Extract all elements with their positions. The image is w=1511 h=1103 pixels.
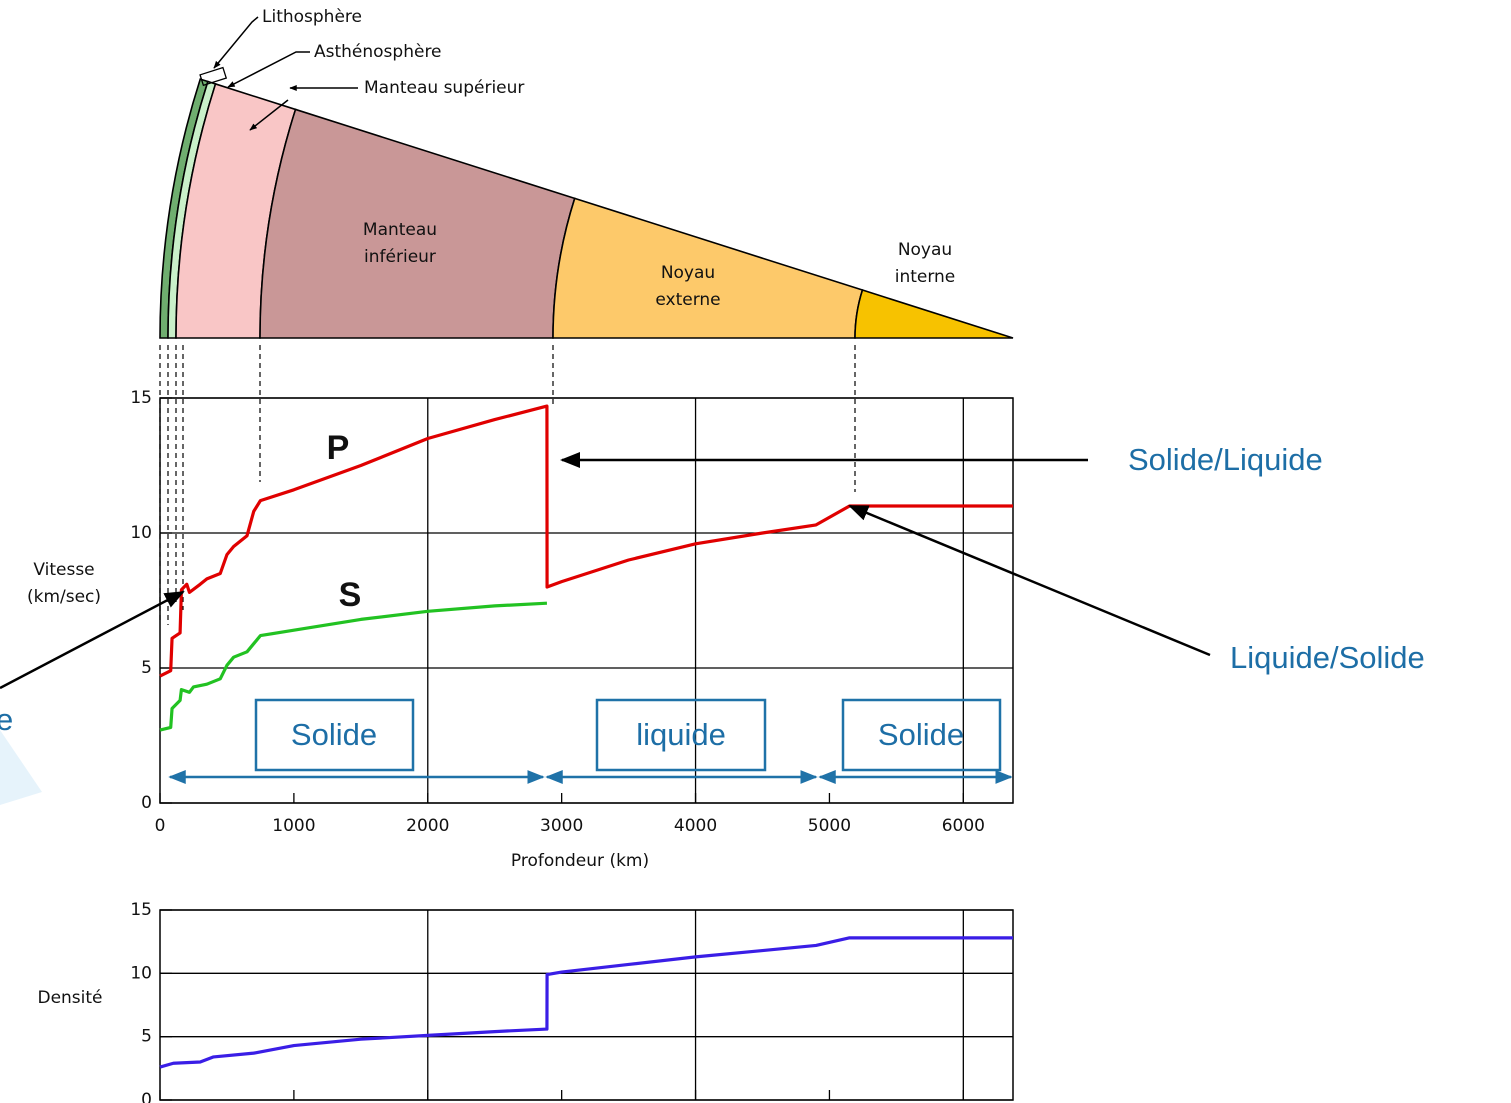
y-tick-label: 0 (141, 1090, 152, 1103)
earth-wedge: Lithosphère Asthénosphère Manteau supérieu… (160, 7, 1013, 338)
x-tick-label: 4000 (674, 816, 717, 836)
layer-label: Manteau (363, 220, 437, 240)
y-axis-label: Vitesse (33, 560, 94, 580)
y-tick-label: 10 (130, 963, 152, 983)
leader-line (214, 17, 258, 68)
y-tick-label: 5 (141, 658, 152, 678)
x-tick-label: 1000 (272, 816, 315, 836)
x-tick-label: 3000 (540, 816, 583, 836)
y-tick-label: 15 (130, 900, 152, 920)
x-tick-label: 0 (155, 816, 166, 836)
decoration (0, 730, 42, 805)
chart: 0 5 10 15 Densité (37, 900, 1013, 1103)
y-tick-label: 0 (141, 793, 152, 813)
pointer-arrow (850, 506, 1210, 655)
figure: Lithosphère Asthénosphère Manteau supérieu… (0, 0, 1511, 1103)
annotation: Solide (291, 717, 377, 752)
annotation: Liquide/Solide (1230, 640, 1425, 675)
data-line (160, 406, 1013, 676)
data-line (160, 938, 1013, 1067)
annotation: e (0, 702, 13, 737)
layer-label: Noyau (661, 263, 715, 283)
series-label: S (339, 576, 362, 614)
layer-label: Lithosphère (262, 7, 362, 27)
y-tick-label: 10 (130, 523, 152, 543)
chart: 0 5 10 15 0 1000 2000 3000 4000 5000 6000 Profondeu… (0, 388, 1425, 871)
body: Lithosphère Asthénosphère Manteau supérieu… (0, 0, 1511, 1103)
annotation: liquide (636, 717, 726, 752)
layer-label: Manteau supérieur (364, 78, 524, 98)
leader-line (228, 52, 310, 87)
annotation: Solide (878, 717, 964, 752)
x-tick-label: 2000 (406, 816, 449, 836)
y-tick-label: 5 (141, 1027, 152, 1047)
layer-label: Asthénosphère (314, 42, 442, 62)
x-tick-label: 6000 (942, 816, 985, 836)
earth-layer (855, 290, 1013, 338)
series-label: P (327, 429, 350, 467)
overlay (160, 345, 855, 625)
y-tick-label: 15 (130, 388, 152, 408)
data-line (160, 603, 547, 730)
layer-label: interne (895, 267, 956, 287)
page: Structure interne de la Terre {"diagram"… (0, 0, 1511, 1103)
layer-label: inférieur (364, 247, 436, 267)
y-axis-label: (km/sec) (27, 587, 101, 607)
x-axis-label: Profondeur (km) (511, 851, 649, 871)
layer-label: Noyau (898, 240, 952, 260)
layer-label: externe (655, 290, 720, 310)
y-axis-label: Densité (37, 988, 102, 1008)
annotation: Solide/Liquide (1128, 442, 1323, 477)
x-tick-label: 5000 (808, 816, 851, 836)
